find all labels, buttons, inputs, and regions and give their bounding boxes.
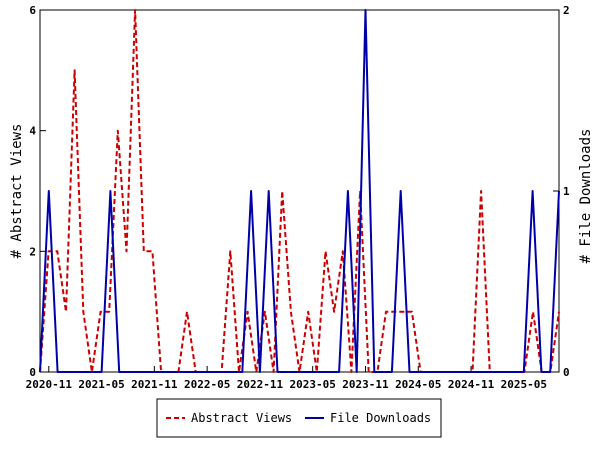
x-tick-label: 2020-11 [26,378,73,391]
y-left-tick-label: 0 [29,366,36,379]
y-left-tick-label: 4 [29,125,36,138]
x-tick-label: 2022-05 [184,378,230,391]
y-left-tick-label: 6 [29,4,36,17]
legend-label-file-downloads: File Downloads [330,411,431,425]
legend-label-abstract-views: Abstract Views [191,411,292,425]
x-tick-label: 2024-05 [395,378,441,391]
series-layer [39,9,560,373]
y-right-tick-label: 0 [563,366,570,379]
x-tick-label: 2023-11 [342,378,389,391]
x-tick-label: 2023-05 [290,378,336,391]
y-axis-left-title: # Abstract Views [9,124,25,259]
y-right-tick-label: 1 [563,185,570,198]
y-left-tick-label: 2 [29,245,36,258]
x-tick-label: 2021-11 [131,378,178,391]
legend-box [156,398,442,438]
y-axis-right: 0 1 2 [553,4,570,379]
y-axis-right-title: # File Downloads [578,129,594,264]
series-line-abstract-views [39,9,560,373]
x-axis: 2020-11 2021-05 2021-11 2022-05 2022-11 2023-… [26,366,547,391]
x-tick-label: 2025-05 [501,378,547,391]
x-tick-label: 2024-11 [448,378,495,391]
legend: Abstract Views File Downloads [156,398,442,438]
y-right-tick-label: 2 [563,4,570,17]
x-tick-label: 2021-05 [78,378,124,391]
series-line-file-downloads [39,9,560,373]
x-tick-label: 2022-11 [237,378,284,391]
